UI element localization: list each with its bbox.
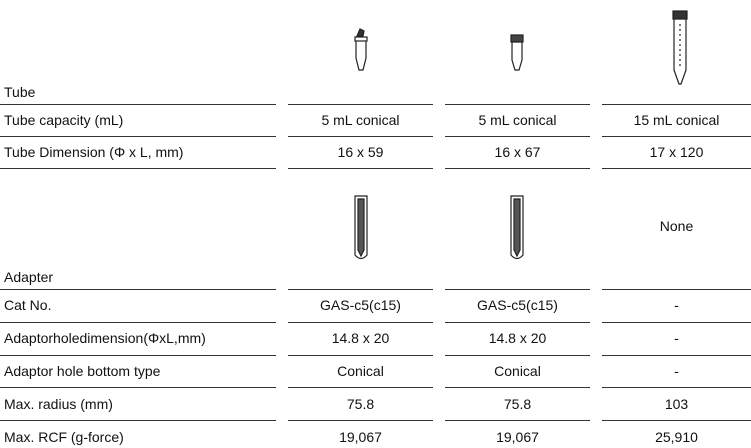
value-cell: GAS-c5(c15) [477, 297, 558, 314]
rule [602, 136, 751, 137]
row-label: Tube Dimension (Φ x L, mm) [4, 144, 184, 160]
rule [288, 321, 433, 323]
rule [445, 420, 590, 422]
value-cell: 14.8 x 20 [331, 330, 390, 347]
rule [0, 420, 276, 422]
rule [0, 354, 276, 356]
value-cell: 75.8 [346, 395, 375, 412]
rule [0, 136, 276, 137]
rule [0, 289, 276, 290]
rule [288, 289, 433, 290]
value-cell: - [674, 363, 679, 379]
value-cell: Conical [494, 363, 541, 379]
value-cell: 5 mL conical [478, 112, 557, 128]
value-cell: 25,910 [655, 428, 698, 445]
rule [602, 387, 751, 389]
row-label: Cat No. [4, 297, 52, 314]
value-cell: GAS-c5(c15) [320, 297, 401, 314]
row-label: Adaptorholedimension(ΦxL,mm) [4, 330, 206, 347]
rule [602, 354, 751, 356]
rule [445, 354, 590, 356]
rule [0, 387, 276, 389]
rule [288, 136, 433, 137]
rule [445, 289, 590, 290]
value-cell: 19,067 [339, 428, 382, 445]
value-cell: 15 mL conical [633, 112, 720, 128]
rule [445, 387, 590, 389]
row-label: Max. radius (mm) [4, 395, 113, 412]
row-label: Tube capacity (mL) [4, 112, 124, 128]
value-cell: 17 x 120 [649, 144, 704, 160]
rule [602, 289, 751, 290]
value-cell: 103 [664, 395, 689, 412]
tube-icon-15ml [672, 10, 688, 85]
value-cell: 14.8 x 20 [488, 330, 547, 347]
value-cell: 16 x 59 [337, 144, 384, 160]
value-cell: - [674, 330, 679, 347]
rule [0, 168, 276, 169]
value-cell: 75.8 [503, 395, 532, 412]
rule [602, 104, 751, 105]
value-cell: - [674, 297, 679, 314]
rule [288, 387, 433, 389]
adapter-icon-2 [510, 195, 524, 260]
rule [288, 354, 433, 356]
section-label: Tube [4, 84, 36, 100]
value-cell: 16 x 67 [494, 144, 541, 160]
section-label: Adapter [4, 269, 54, 285]
rule [288, 104, 433, 105]
rule [288, 420, 433, 422]
rule [602, 420, 751, 422]
rule [445, 321, 590, 323]
rule [0, 104, 276, 105]
tube-icon-5ml-flip [354, 28, 368, 71]
row-label: Adaptor hole bottom type [4, 363, 161, 379]
rule [445, 104, 590, 105]
tube-icon-5ml-screw [510, 34, 524, 71]
rule [445, 168, 590, 169]
value-cell: 19,067 [496, 428, 539, 445]
value-cell: Conical [337, 363, 384, 379]
rule [288, 168, 433, 169]
rule [602, 168, 751, 169]
rule [0, 321, 276, 323]
rule [445, 136, 590, 137]
adapter-icon-1 [354, 195, 368, 260]
value-cell: 5 mL conical [321, 112, 400, 128]
missing-note: None [659, 218, 694, 234]
rule [602, 321, 751, 323]
row-label: Max. RCF (g-force) [4, 428, 124, 445]
